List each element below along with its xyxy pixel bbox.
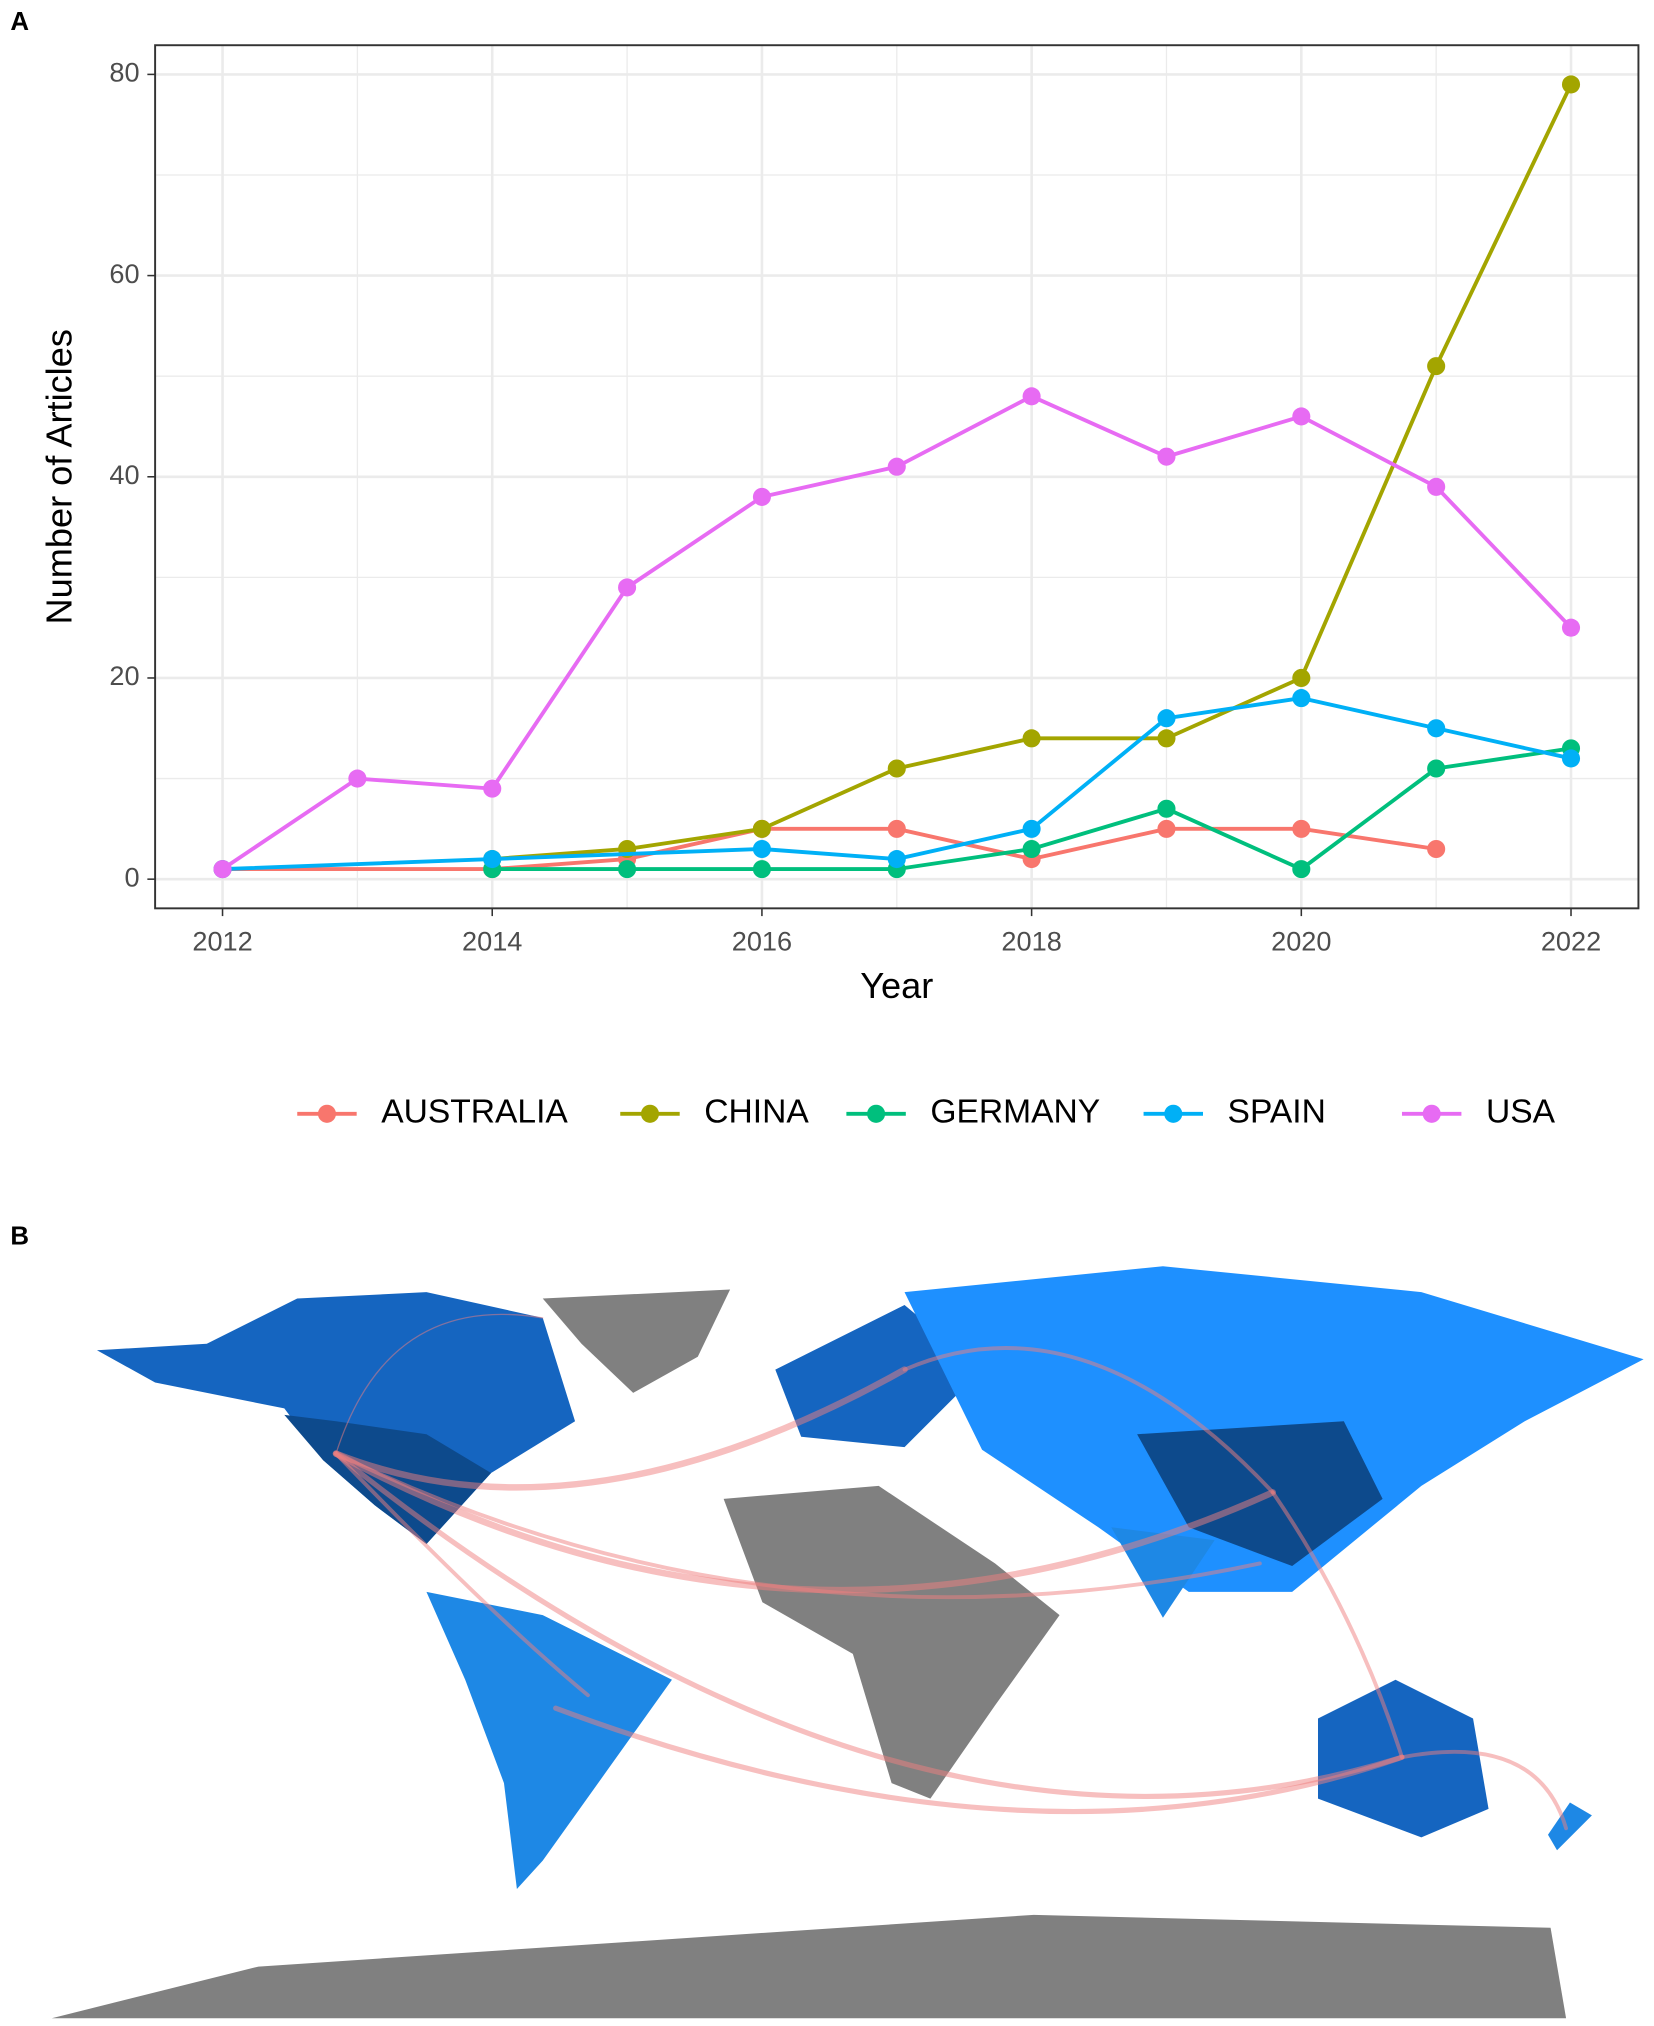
x-tick-label: 2018 [1001, 925, 1061, 956]
data-point [1022, 729, 1041, 748]
data-point [752, 487, 771, 506]
data-point [1292, 819, 1311, 838]
legend-label: AUSTRALIA [381, 1094, 568, 1131]
china [1137, 1421, 1383, 1567]
legend-label: CHINA [704, 1094, 809, 1131]
data-point [1022, 839, 1041, 859]
data-point [483, 850, 502, 869]
greenland [542, 1289, 731, 1393]
data-point [887, 850, 906, 869]
data-point [1022, 387, 1041, 406]
data-point [348, 769, 367, 788]
plot-border [154, 44, 1640, 910]
data-point [618, 860, 637, 879]
y-tick-label: 0 [125, 861, 140, 892]
world-map [51, 1266, 1644, 2019]
data-point [1292, 407, 1311, 426]
link [1400, 1749, 1569, 1831]
link [332, 1366, 908, 1491]
link [902, 1346, 1275, 1495]
data-point [1561, 75, 1581, 94]
legend-key-point [1164, 1104, 1183, 1123]
new-zealand [1547, 1802, 1592, 1851]
link [553, 1705, 1405, 1815]
legend-label: GERMANY [930, 1094, 1100, 1131]
antarctica [51, 1914, 1567, 2019]
data-point [1561, 749, 1581, 768]
data-point [1157, 729, 1176, 748]
data-point [1427, 759, 1446, 778]
link [334, 1451, 590, 1698]
data-point [213, 860, 232, 879]
link [334, 1451, 1262, 1600]
data-point [887, 759, 906, 778]
legend-key-point [317, 1104, 337, 1123]
data-point [1157, 799, 1176, 818]
y-tick-label: 60 [109, 258, 139, 289]
data-point [1427, 477, 1446, 496]
y-tick-label: 80 [109, 57, 139, 88]
data-point [1427, 839, 1446, 859]
y-tick-label: 40 [109, 459, 139, 490]
data-point [483, 779, 502, 798]
y-axis-title: Number of Articles [39, 329, 80, 624]
x-tick-label: 2022 [1541, 925, 1601, 956]
x-axis-title: Year [860, 965, 933, 1006]
link [335, 1313, 544, 1455]
data-point [752, 839, 771, 859]
link [333, 1451, 1405, 1799]
data-point [1561, 618, 1581, 637]
legend-label: USA [1486, 1094, 1556, 1131]
data-point [1427, 719, 1446, 738]
legend-key-point [1422, 1104, 1441, 1123]
panel-label: B [10, 1223, 29, 1251]
data-point [752, 819, 771, 838]
data-point [1292, 860, 1311, 879]
data-point [1157, 447, 1176, 466]
y-tick-label: 20 [109, 660, 139, 691]
africa [723, 1485, 1060, 1799]
link [1270, 1490, 1404, 1760]
data-point [1022, 819, 1041, 838]
legend-key-point [640, 1104, 660, 1123]
data-point [752, 860, 771, 879]
data-point [1292, 689, 1311, 708]
data-point [887, 457, 906, 476]
india [1111, 1527, 1215, 1618]
data-point [887, 819, 906, 838]
data-point [618, 578, 637, 597]
x-tick-label: 2020 [1271, 925, 1331, 956]
legend-label: SPAIN [1228, 1094, 1326, 1131]
x-tick-label: 2016 [732, 925, 792, 956]
x-tick-label: 2012 [192, 925, 252, 956]
south-america [426, 1591, 672, 1890]
panel-label: A [10, 8, 29, 36]
data-point [1157, 819, 1176, 838]
collaboration-links [332, 1313, 1569, 1831]
data-point [1427, 357, 1446, 376]
x-tick-label: 2014 [462, 925, 522, 956]
data-point [1157, 709, 1176, 728]
legend-key-point [867, 1104, 886, 1123]
data-point [1292, 668, 1311, 688]
